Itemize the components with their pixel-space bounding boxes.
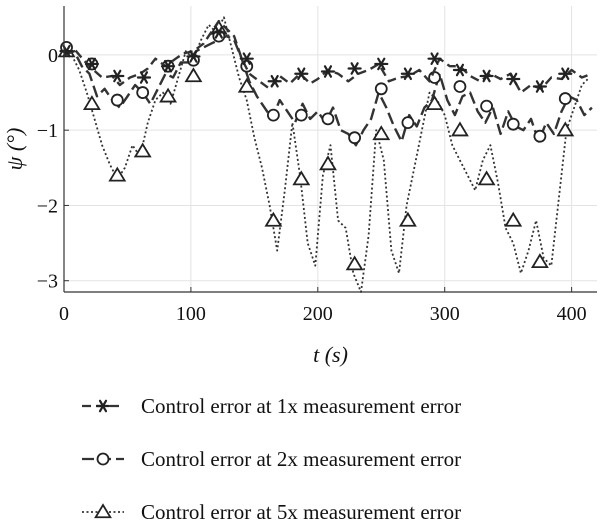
asterisk-marker bbox=[479, 69, 494, 83]
asterisk-marker bbox=[347, 62, 362, 75]
asterisk-marker bbox=[110, 69, 125, 83]
triangle-marker bbox=[82, 95, 101, 110]
x-tick-label: 400 bbox=[557, 303, 587, 325]
asterisk-stroke bbox=[323, 65, 333, 78]
legend-item-1: Control error at 1x measurement error bbox=[82, 394, 461, 418]
triangle-marker bbox=[504, 211, 523, 227]
asterisk-marker bbox=[400, 67, 416, 81]
triangle-marker bbox=[530, 253, 549, 269]
triangle-marker bbox=[319, 155, 337, 171]
asterisk-stroke bbox=[297, 67, 306, 81]
asterisk-stroke bbox=[403, 67, 413, 81]
asterisk-stroke bbox=[87, 57, 97, 71]
asterisk-stroke bbox=[242, 52, 251, 65]
series-layer bbox=[57, 16, 593, 293]
asterisk-marker bbox=[506, 72, 521, 86]
asterisk-stroke bbox=[535, 80, 544, 93]
triangle-marker bbox=[398, 211, 417, 227]
circle-marker bbox=[321, 112, 335, 126]
legend-item-2: Control error at 2x measurement error bbox=[82, 447, 461, 471]
asterisk-marker bbox=[211, 26, 226, 39]
triangle-marker bbox=[94, 503, 112, 519]
triangle-marker bbox=[108, 166, 127, 182]
asterisk-marker bbox=[160, 59, 176, 73]
x-tick-label: 200 bbox=[303, 303, 333, 325]
triangle-marker bbox=[184, 67, 203, 83]
legend-item-3: Control error at 5x measurement error bbox=[82, 500, 461, 524]
asterisk-marker bbox=[452, 63, 468, 77]
legend: Control error at 1x measurement error Con… bbox=[82, 394, 461, 524]
asterisk-marker bbox=[294, 67, 309, 81]
circle-marker bbox=[266, 108, 280, 122]
asterisk-stroke bbox=[455, 63, 465, 77]
asterisk-stroke bbox=[214, 26, 223, 39]
asterisk-stroke bbox=[113, 69, 122, 83]
asterisk-stroke bbox=[350, 62, 359, 75]
legend-label: Control error at 2x measurement error bbox=[141, 447, 461, 471]
x-tick-label: 100 bbox=[176, 303, 206, 325]
y-tick-label: −2 bbox=[37, 195, 58, 217]
asterisk-stroke bbox=[189, 50, 198, 63]
asterisk-stroke bbox=[482, 69, 491, 83]
series-line bbox=[63, 19, 593, 94]
circle-marker bbox=[533, 129, 547, 143]
triangle-marker bbox=[372, 125, 391, 141]
triangle-marker bbox=[556, 121, 575, 137]
y-tick-label: 0 bbox=[48, 45, 58, 67]
asterisk-marker bbox=[374, 57, 389, 71]
circle-marker bbox=[348, 131, 362, 145]
circle-marker bbox=[506, 117, 520, 131]
triangle-marker bbox=[237, 77, 256, 93]
asterisk-marker bbox=[427, 52, 442, 65]
circle-marker bbox=[96, 452, 110, 466]
triangle-marker bbox=[425, 95, 444, 110]
circle-marker bbox=[453, 80, 467, 93]
y-tick-label: −3 bbox=[37, 271, 58, 293]
circle-marker bbox=[401, 116, 415, 130]
asterisk-stroke bbox=[270, 74, 279, 88]
asterisk-stroke bbox=[139, 71, 149, 84]
asterisk-marker bbox=[84, 57, 100, 71]
asterisk-marker bbox=[320, 65, 336, 78]
axes: 0 100 200 300 400 0 −1 −2 −3 bbox=[37, 6, 597, 325]
circle-marker bbox=[110, 93, 124, 107]
asterisk-marker bbox=[186, 50, 201, 63]
asterisk-marker bbox=[95, 399, 111, 413]
asterisk-stroke bbox=[377, 57, 386, 71]
asterisk-marker bbox=[267, 74, 282, 88]
series-1 bbox=[59, 19, 593, 94]
triangle-marker bbox=[345, 255, 364, 271]
x-tick-label: 0 bbox=[59, 303, 69, 325]
asterisk-stroke bbox=[430, 52, 439, 65]
y-tick-label: −1 bbox=[37, 120, 58, 142]
asterisk-marker bbox=[136, 71, 152, 84]
asterisk-marker bbox=[558, 67, 573, 81]
circle-marker bbox=[480, 99, 493, 113]
circle-marker bbox=[136, 86, 150, 99]
circle-marker bbox=[558, 92, 572, 105]
triangle-marker bbox=[292, 170, 311, 186]
legend-label: Control error at 5x measurement error bbox=[141, 500, 461, 524]
triangle-marker bbox=[133, 142, 152, 158]
triangle-marker bbox=[477, 170, 496, 186]
asterisk-stroke bbox=[163, 59, 173, 73]
series-line bbox=[63, 16, 591, 293]
circle-marker bbox=[294, 108, 308, 122]
asterisk-marker bbox=[239, 52, 254, 65]
x-axis-label: t (s) bbox=[313, 342, 348, 367]
triangle-marker bbox=[264, 211, 283, 227]
triangle-marker bbox=[159, 87, 178, 103]
asterisk-stroke bbox=[98, 399, 108, 413]
asterisk-stroke bbox=[561, 67, 570, 81]
asterisk-stroke bbox=[509, 72, 518, 86]
circle-marker bbox=[374, 82, 388, 96]
x-tick-label: 300 bbox=[430, 303, 460, 325]
triangle-marker bbox=[451, 121, 469, 137]
asterisk-marker bbox=[532, 80, 547, 93]
legend-label: Control error at 1x measurement error bbox=[141, 394, 461, 418]
y-axis-label: ψ (°) bbox=[2, 128, 27, 171]
grid bbox=[63, 6, 597, 292]
